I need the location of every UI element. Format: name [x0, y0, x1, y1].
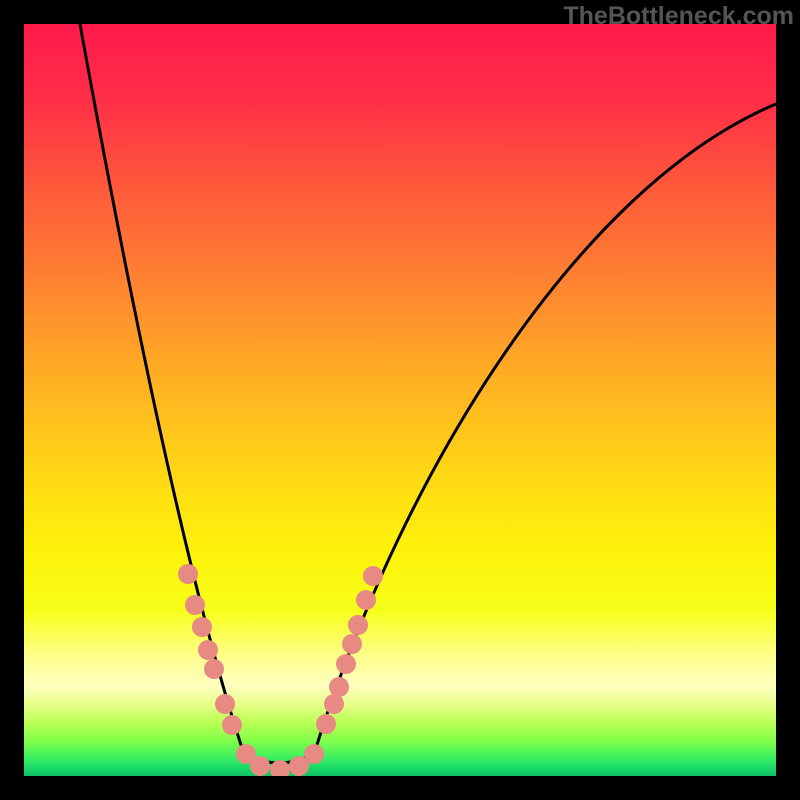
data-marker	[178, 564, 198, 584]
v-curve	[80, 24, 776, 763]
chart-stage: TheBottleneck.com	[0, 0, 800, 800]
data-marker	[192, 617, 212, 637]
data-marker	[336, 654, 356, 674]
marker-group	[178, 564, 383, 776]
data-marker	[270, 760, 290, 776]
data-marker	[316, 714, 336, 734]
attribution-text: TheBottleneck.com	[563, 2, 794, 31]
data-marker	[304, 744, 324, 764]
chart-svg	[24, 24, 776, 776]
data-marker	[348, 615, 368, 635]
data-marker	[185, 595, 205, 615]
data-marker	[250, 756, 270, 776]
data-marker	[204, 659, 224, 679]
data-marker	[342, 634, 362, 654]
plot-area	[24, 24, 776, 776]
data-marker	[329, 677, 349, 697]
data-marker	[356, 590, 376, 610]
data-marker	[222, 715, 242, 735]
data-marker	[363, 566, 383, 586]
data-marker	[198, 640, 218, 660]
data-marker	[215, 694, 235, 714]
